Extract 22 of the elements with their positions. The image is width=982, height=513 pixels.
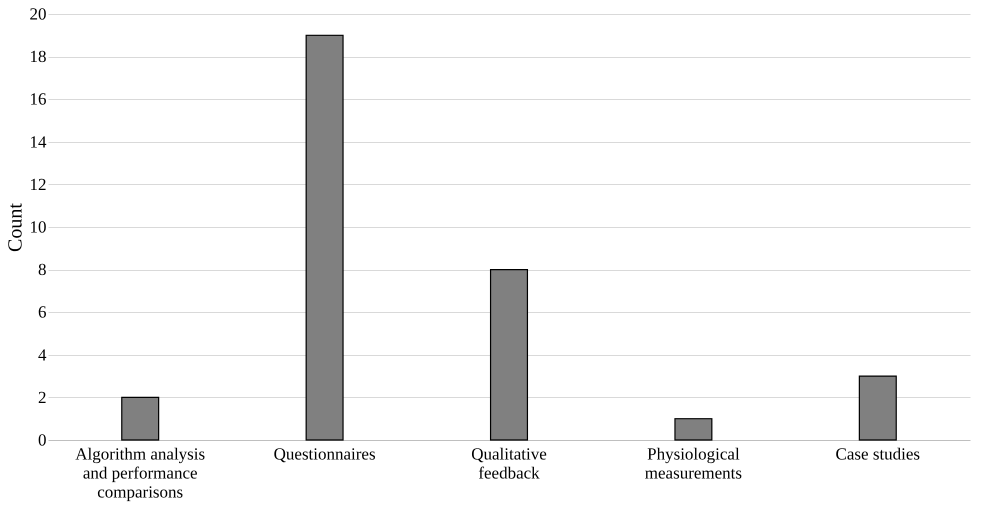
x-tick-label: Questionnaires bbox=[274, 444, 376, 464]
bar bbox=[121, 396, 160, 441]
y-tick-label: 12 bbox=[30, 174, 46, 194]
y-tick-label: 10 bbox=[30, 218, 46, 236]
bar bbox=[674, 418, 712, 441]
y-tick-label: 6 bbox=[38, 302, 46, 322]
y-tick-label: 18 bbox=[30, 47, 46, 66]
x-tick-label: Physiological measurements bbox=[644, 444, 742, 482]
y-tick-label: 14 bbox=[30, 132, 47, 152]
y-tick-label: 0 bbox=[38, 430, 46, 450]
x-tick-label: Qualitative feedback bbox=[471, 444, 547, 482]
x-tick-label: Case studies bbox=[836, 444, 920, 464]
bar bbox=[858, 376, 897, 441]
y-tick-label: 2 bbox=[38, 388, 46, 407]
y-tick-label: 4 bbox=[38, 345, 47, 364]
y-tick-label: 20 bbox=[30, 4, 46, 24]
y-axis-title: Count bbox=[4, 202, 26, 252]
y-tick-label: 16 bbox=[30, 90, 46, 109]
bar bbox=[306, 34, 344, 441]
x-tick-label: Algorithm analysis and performance comparisons bbox=[75, 444, 206, 502]
bar bbox=[490, 269, 528, 441]
y-tick-label: 8 bbox=[38, 260, 46, 280]
